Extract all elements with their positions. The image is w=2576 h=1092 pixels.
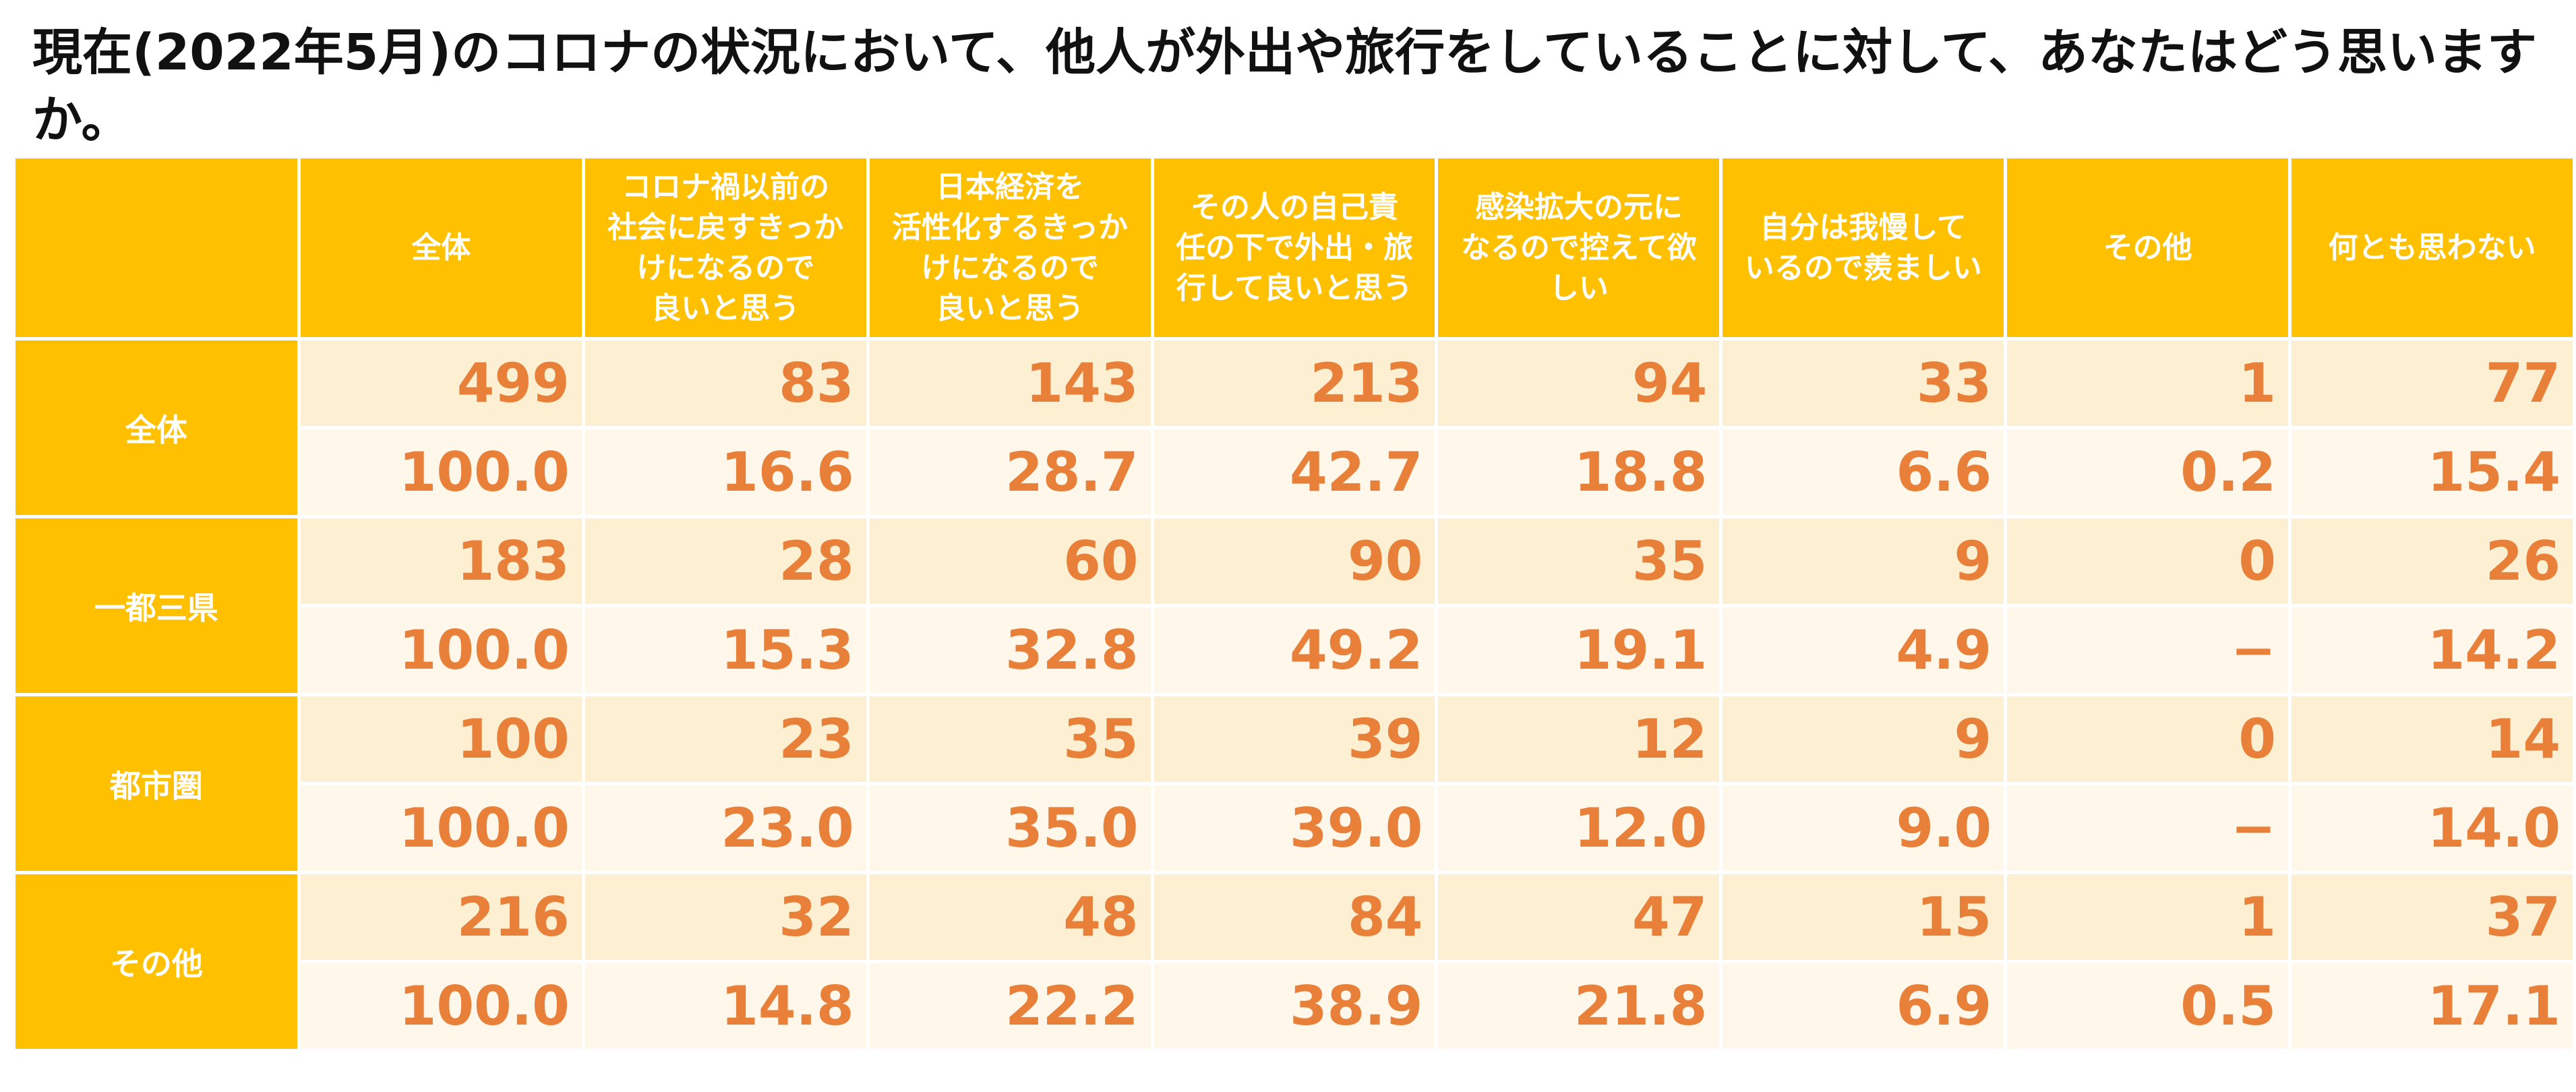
percent-cell: 9.0 (1723, 785, 2004, 871)
header-corner-cell (16, 158, 297, 337)
header-row: 全体 コロナ禍以前の 社会に戻すきっか けになるので 良いと思う 日本経済を 活… (16, 158, 2573, 337)
percent-cell: 42.7 (1154, 429, 1435, 515)
percent-cell: − (2007, 785, 2289, 871)
row-header-capital-area: 一都三県 (16, 518, 297, 693)
page-title: 現在(2022年5月)のコロナの状況において、他人が外出や旅行をしていることに対… (32, 24, 2538, 149)
count-cell: 83 (585, 340, 866, 426)
percent-cell: 23.0 (585, 785, 866, 871)
table-row-other-percent: 100.0 14.8 22.2 38.9 21.8 6.9 0.5 17.1 (16, 963, 2573, 1049)
percent-cell: 14.8 (585, 963, 866, 1049)
percent-cell: 4.9 (1723, 607, 2004, 693)
column-header-refrain: 感染拡大の元に なるので控えて欲 しい (1438, 158, 1720, 337)
column-header-total: 全体 (300, 158, 582, 337)
count-cell: 0 (2007, 696, 2289, 782)
count-cell: 183 (300, 518, 582, 604)
count-cell: 90 (1154, 518, 1435, 604)
count-cell: 28 (585, 518, 866, 604)
percent-cell: 16.6 (585, 429, 866, 515)
count-cell: 15 (1723, 874, 2004, 960)
count-cell: 48 (869, 874, 1151, 960)
percent-cell: 21.8 (1438, 963, 1720, 1049)
column-header-own-responsibility: その人の自己責 任の下で外出・旅 行して良いと思う (1154, 158, 1435, 337)
percent-cell: 6.9 (1723, 963, 2004, 1049)
table-row-total-percent: 100.0 16.6 28.7 42.7 18.8 6.6 0.2 15.4 (16, 429, 2573, 515)
count-cell: 12 (1438, 696, 1720, 782)
percent-cell: 39.0 (1154, 785, 1435, 871)
percent-cell: 100.0 (300, 785, 582, 871)
count-cell: 35 (869, 696, 1151, 782)
count-cell: 32 (585, 874, 866, 960)
percent-cell: 6.6 (1723, 429, 2004, 515)
count-cell: 0 (2007, 518, 2289, 604)
table-row-total-count: 全体 499 83 143 213 94 33 1 77 (16, 340, 2573, 515)
percent-cell: 19.1 (1438, 607, 1720, 693)
count-cell: 499 (300, 340, 582, 426)
percent-cell: 12.0 (1438, 785, 1720, 871)
percent-cell: 100.0 (300, 607, 582, 693)
column-header-no-opinion: 何とも思わない (2292, 158, 2573, 337)
count-cell: 216 (300, 874, 582, 960)
percent-cell: 32.8 (869, 607, 1151, 693)
percent-cell: 0.2 (2007, 429, 2289, 515)
count-cell: 213 (1154, 340, 1435, 426)
count-cell: 77 (2292, 340, 2573, 426)
percent-cell: 22.2 (869, 963, 1151, 1049)
table-row-urban-area-percent: 100.0 23.0 35.0 39.0 12.0 9.0−14.0 (16, 785, 2573, 871)
percent-cell: 35.0 (869, 785, 1151, 871)
percent-cell: 15.4 (2292, 429, 2573, 515)
count-cell: 9 (1723, 518, 2004, 604)
percent-cell: 15.3 (585, 607, 866, 693)
survey-table: 全体 コロナ禍以前の 社会に戻すきっか けになるので 良いと思う 日本経済を 活… (12, 155, 2576, 1052)
row-header-total: 全体 (16, 340, 297, 515)
count-cell: 60 (869, 518, 1151, 604)
count-cell: 47 (1438, 874, 1720, 960)
column-header-other: その他 (2007, 158, 2289, 337)
percent-cell: 14.0 (2292, 785, 2573, 871)
column-header-envious: 自分は我慢して いるので羨ましい (1723, 158, 2004, 337)
table-row-other-count: その他 216 32 48 84 47 15 1 37 (16, 874, 2573, 1049)
count-cell: 1 (2007, 340, 2289, 426)
count-cell: 26 (2292, 518, 2573, 604)
percent-cell: − (2007, 607, 2289, 693)
count-cell: 84 (1154, 874, 1435, 960)
count-cell: 33 (1723, 340, 2004, 426)
count-cell: 35 (1438, 518, 1720, 604)
table-body: 全体 499 83 143 213 94 33 1 77 100.0 16.6 28.7 42.7 18.… (16, 340, 2573, 1049)
column-header-return-to-normal: コロナ禍以前の 社会に戻すきっか けになるので 良いと思う (585, 158, 866, 337)
table-row-capital-area-percent: 100.0 15.3 32.8 49.2 19.1 4.9−14.2 (16, 607, 2573, 693)
count-cell: 143 (869, 340, 1151, 426)
percent-cell: 18.8 (1438, 429, 1720, 515)
count-cell: 100 (300, 696, 582, 782)
percent-cell: 14.2 (2292, 607, 2573, 693)
percent-cell: 17.1 (2292, 963, 2573, 1049)
count-cell: 14 (2292, 696, 2573, 782)
count-cell: 39 (1154, 696, 1435, 782)
percent-cell: 100.0 (300, 429, 582, 515)
table-row-urban-area-count: 都市圏 100 23 35 39 12 9 0 14 (16, 696, 2573, 871)
table-row-capital-area-count: 一都三県 183 28 60 90 35 9 0 26 (16, 518, 2573, 693)
count-cell: 23 (585, 696, 866, 782)
count-cell: 9 (1723, 696, 2004, 782)
row-header-other: その他 (16, 874, 297, 1049)
row-header-urban-area: 都市圏 (16, 696, 297, 871)
percent-cell: 28.7 (869, 429, 1151, 515)
percent-cell: 38.9 (1154, 963, 1435, 1049)
count-cell: 94 (1438, 340, 1720, 426)
percent-cell: 0.5 (2007, 963, 2289, 1049)
percent-cell: 100.0 (300, 963, 582, 1049)
percent-cell: 49.2 (1154, 607, 1435, 693)
count-cell: 37 (2292, 874, 2573, 960)
count-cell: 1 (2007, 874, 2289, 960)
column-header-economy: 日本経済を 活性化するきっか けになるので 良いと思う (869, 158, 1151, 337)
